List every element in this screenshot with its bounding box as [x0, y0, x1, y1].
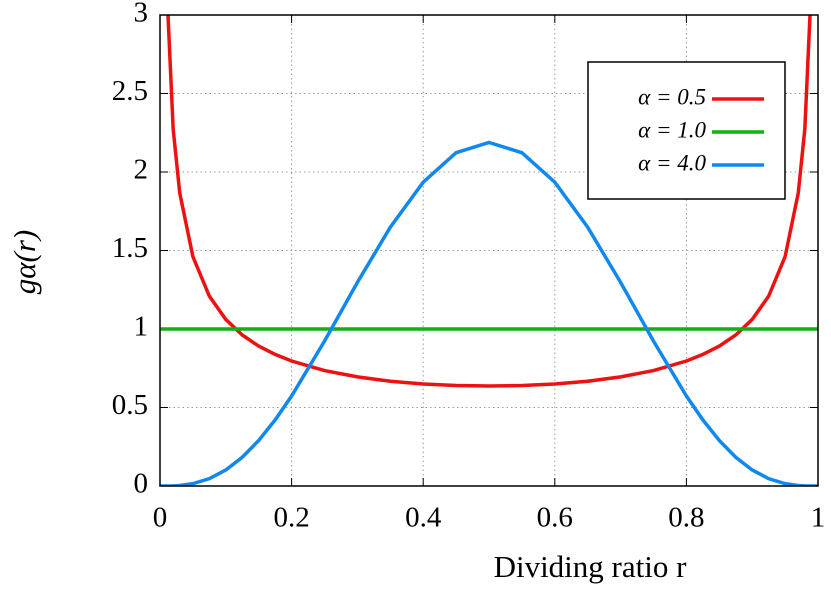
x-tick-label: 0	[153, 502, 168, 534]
legend-label: α = 1.0	[638, 117, 706, 142]
legend-label: α = 4.0	[638, 150, 706, 175]
y-tick-label: 1.5	[112, 232, 148, 264]
plot-area	[160, 15, 818, 486]
y-tick-label: 0.5	[112, 389, 148, 421]
x-tick-label: 0.4	[405, 502, 442, 534]
legend: α = 0.5 α = 1.0 α = 4.0	[587, 61, 786, 200]
y-tick-label: 2	[134, 154, 149, 186]
y-tick-label: 2.5	[112, 75, 148, 107]
y-axis-label: gα(r)	[7, 230, 42, 294]
series-line	[166, 15, 812, 388]
x-tick-label: 0.2	[273, 502, 309, 534]
x-tick-label: 1	[811, 502, 826, 534]
y-tick-label: 0	[134, 468, 149, 500]
x-tick-label: 0.8	[668, 502, 704, 534]
plot-frame	[159, 14, 819, 487]
y-tick-label: 3	[134, 0, 149, 29]
x-axis-label: Dividing ratio r	[494, 549, 688, 584]
series-line	[160, 140, 818, 486]
x-tick-label: 0.6	[537, 502, 573, 534]
y-tick-label: 1	[134, 311, 149, 343]
legend-label: α = 0.5	[638, 84, 706, 109]
